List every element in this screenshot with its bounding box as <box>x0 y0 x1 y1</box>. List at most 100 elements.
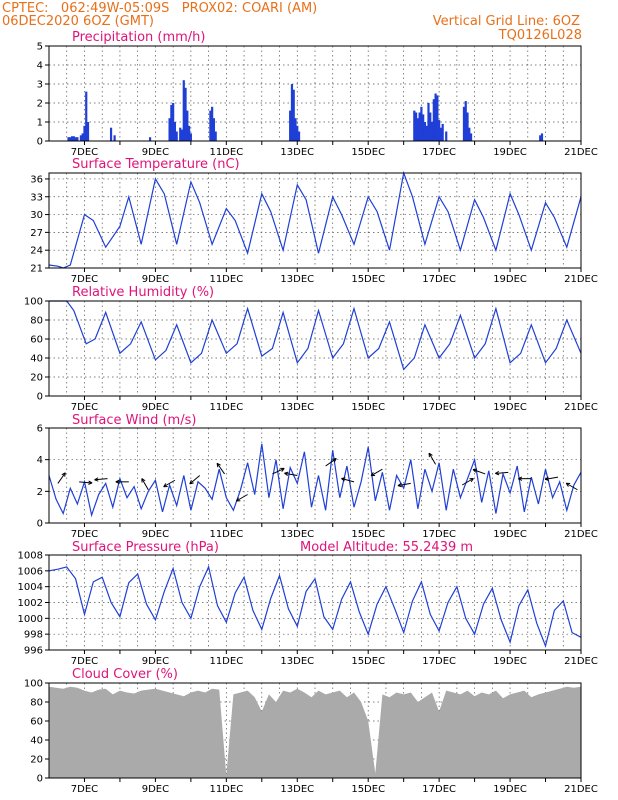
precip-bar <box>109 127 113 141</box>
precip-bar <box>70 136 74 141</box>
panel-title: Precipitation (mm/h) <box>72 30 205 45</box>
x-tick-label: 15DEC <box>351 274 385 285</box>
precip-bar <box>184 87 187 141</box>
y-tick-label: 1006 <box>18 566 43 577</box>
plot-frame <box>48 682 582 779</box>
cloud-cover-panel: Cloud Cover (%) 0 20 40 60 80 100 7DEC 9DEC 11DE… <box>24 667 598 795</box>
wind-arrow <box>163 479 176 488</box>
plot-frame <box>48 172 582 269</box>
precip-bar <box>441 123 444 141</box>
y-tick-label: 996 <box>24 646 43 657</box>
precip-bar <box>416 118 419 141</box>
temperature-panel: Surface Temperature (nC) 21 24 27 30 33 36 7DE… <box>30 157 598 285</box>
precip-bar <box>180 129 184 141</box>
x-tick-label: 9DEC <box>142 147 169 158</box>
x-tick-label: 15DEC <box>351 656 385 667</box>
precip-bar <box>182 80 185 141</box>
header-model-id: TQ0126L028 <box>498 28 582 43</box>
precip-bar <box>189 133 192 141</box>
y-tick-label: 4 <box>37 455 43 466</box>
precip-bar <box>439 127 443 141</box>
wind-arrow <box>341 477 355 483</box>
x-tick-label: 11DEC <box>209 529 243 540</box>
wind-arrow <box>397 482 411 488</box>
x-tick-label: 9DEC <box>142 274 169 285</box>
precip-bar <box>289 110 292 141</box>
x-tick-label: 21DEC <box>564 656 598 667</box>
y-tick-label: 80 <box>30 698 43 709</box>
x-tick-label: 19DEC <box>493 784 527 795</box>
x-tick-label: 15DEC <box>351 529 385 540</box>
precip-bar <box>85 91 88 141</box>
precip-bar <box>462 106 466 141</box>
x-tick-label: 7DEC <box>71 656 98 667</box>
plot-frame <box>48 427 582 524</box>
precip-bar <box>540 133 544 141</box>
precip-bar <box>186 110 189 141</box>
grid <box>49 173 581 268</box>
x-tick-label: 19DEC <box>493 656 527 667</box>
y-tick-label: 1000 <box>18 614 43 625</box>
y-tick-label: 0 <box>37 137 43 148</box>
y-tick-label: 1 <box>37 118 43 129</box>
x-tick-label: 17DEC <box>422 529 456 540</box>
x-tick-label: 15DEC <box>351 402 385 413</box>
plot-frame <box>48 300 582 397</box>
precip-bar <box>423 122 427 141</box>
y-tick-label: 33 <box>30 192 43 203</box>
precip-bar <box>172 103 175 141</box>
wind-arrow <box>189 475 201 485</box>
x-tick-label: 21DEC <box>564 274 598 285</box>
x-tick-label: 19DEC <box>493 402 527 413</box>
x-tick-label: 17DEC <box>422 147 456 158</box>
precip-bar <box>432 99 435 141</box>
y-tick-label: 6 <box>37 424 43 435</box>
precip-bar <box>74 137 77 141</box>
x-tick-label: 9DEC <box>142 656 169 667</box>
precip-bar <box>468 127 471 141</box>
precip-bar <box>212 118 216 141</box>
precip-bar <box>209 110 212 141</box>
x-tick-label: 15DEC <box>351 147 385 158</box>
precip-bar <box>297 131 301 141</box>
x-tick-label: 17DEC <box>422 656 456 667</box>
x-tick-label: 11DEC <box>209 656 243 667</box>
x-tick-label: 13DEC <box>280 529 314 540</box>
wind-arrow <box>57 472 66 484</box>
y-tick-label: 998 <box>24 630 43 641</box>
precip-bar <box>76 137 79 141</box>
model-altitude-label: Model Altitude: 55.2439 m <box>300 540 473 555</box>
grid <box>49 428 581 523</box>
precip-bar <box>413 110 416 141</box>
wind-panel: Surface Wind (m/s) 0 2 4 6 7DEC 9DEC 11DEC 13DE… <box>37 413 598 540</box>
precip-bar <box>292 89 295 141</box>
precip-bar <box>420 106 423 141</box>
wind-arrow <box>370 468 383 477</box>
precip-bar <box>79 135 83 141</box>
panel-title: Relative Humidity (%) <box>72 285 214 300</box>
precipitation-panel: Precipitation (mm/h) 0 1 2 3 4 5 7DEC 9DEC 11DEC… <box>37 30 598 158</box>
x-tick-label: 17DEC <box>422 784 456 795</box>
y-tick-label: 100 <box>24 679 43 690</box>
series-line <box>48 443 582 518</box>
y-tick-label: 4 <box>37 61 43 72</box>
precip-bar <box>414 112 418 141</box>
y-tick-label: 1002 <box>18 598 43 609</box>
precip-bar <box>170 104 173 141</box>
x-tick-label: 17DEC <box>422 402 456 413</box>
precip-bar <box>466 112 469 141</box>
precip-bar <box>173 122 177 141</box>
y-tick-label: 100 <box>24 297 43 308</box>
pressure-panel: Surface Pressure (hPa) Model Altitude: 5… <box>18 540 598 667</box>
wind-arrow <box>216 462 225 475</box>
x-tick-label: 9DEC <box>142 784 169 795</box>
panel-title: Cloud Cover (%) <box>72 667 178 682</box>
precip-bar <box>425 125 428 141</box>
x-tick-label: 13DEC <box>280 656 314 667</box>
series-line <box>49 300 582 371</box>
precip-bar <box>422 114 425 141</box>
precip-bar <box>83 125 86 141</box>
x-tick-label: 9DEC <box>142 402 169 413</box>
grid <box>49 555 581 650</box>
